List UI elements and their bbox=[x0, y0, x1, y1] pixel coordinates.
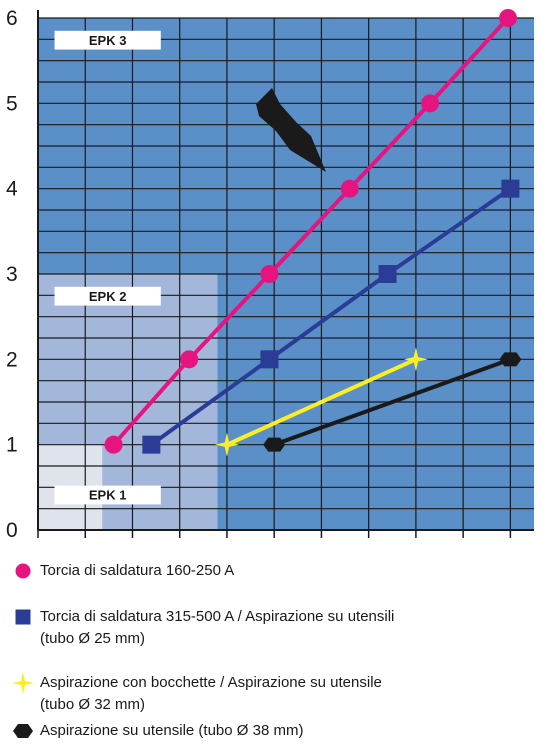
arrow-icon bbox=[256, 88, 326, 172]
data-point bbox=[263, 437, 286, 452]
y-tick-label: 3 bbox=[6, 263, 18, 286]
zone-label-epk-1: EPK 1 bbox=[54, 485, 161, 505]
zone-label-text: EPK 1 bbox=[89, 488, 127, 503]
pink-circle-icon bbox=[12, 560, 34, 582]
y-tick-labels: 0 1 2 3 4 5 6 bbox=[6, 7, 18, 540]
data-point bbox=[499, 352, 522, 367]
yellow-star-icon bbox=[12, 672, 34, 694]
y-tick-label: 4 bbox=[6, 178, 18, 201]
legend-item-series-1: Torcia di saldatura 160-250 A bbox=[12, 560, 532, 582]
series-2 bbox=[142, 179, 520, 454]
zone-labels: EPK 1 EPK 2 EPK 3 bbox=[54, 30, 161, 505]
series-4 bbox=[263, 352, 522, 452]
chart-axes bbox=[37, 10, 534, 538]
data-point bbox=[260, 350, 279, 369]
series-line bbox=[112, 16, 510, 446]
legend-label-series-1: Torcia di saldatura 160-250 A bbox=[40, 562, 235, 579]
data-point bbox=[214, 432, 239, 457]
legend-item-series-3: Aspirazione con bocchette / Aspirazione … bbox=[12, 672, 532, 716]
data-point bbox=[421, 94, 440, 113]
data-point bbox=[340, 179, 359, 198]
legend-label-series-2: Torcia di saldatura 315-500 A / Aspirazi… bbox=[40, 608, 395, 647]
y-tick-label: 0 bbox=[6, 519, 18, 540]
zone-label-text: EPK 3 bbox=[89, 33, 127, 48]
chart: EPK 1 EPK 2 EPK 3 0 1 2 3 4 5 6 bbox=[6, 7, 534, 540]
black-diamond-icon bbox=[12, 720, 34, 742]
series-line bbox=[150, 187, 512, 447]
data-point bbox=[499, 9, 518, 27]
legend-label-series-3: Aspirazione con bocchette / Aspirazione … bbox=[40, 674, 382, 713]
series-line bbox=[226, 357, 417, 447]
y-tick-label: 2 bbox=[6, 348, 18, 371]
legend-label-series-4: Aspirazione su utensile (tubo Ø 38 mm) bbox=[40, 722, 304, 739]
zone-label-epk-2: EPK 2 bbox=[54, 286, 161, 306]
data-point bbox=[180, 350, 199, 369]
y-tick-label: 6 bbox=[6, 7, 18, 30]
data-point bbox=[501, 179, 520, 198]
blue-square-icon bbox=[12, 606, 34, 628]
series-1 bbox=[104, 9, 518, 454]
chart-series bbox=[104, 9, 522, 457]
legend-item-series-4: Aspirazione su utensile (tubo Ø 38 mm) bbox=[12, 720, 532, 742]
data-point bbox=[260, 265, 279, 283]
series-3 bbox=[214, 347, 428, 457]
zone-label-text: EPK 2 bbox=[89, 289, 127, 304]
zone-label-box bbox=[54, 485, 161, 505]
zone-label-box bbox=[54, 286, 161, 306]
data-point bbox=[104, 435, 123, 454]
data-point bbox=[378, 265, 397, 283]
y-tick-label: 1 bbox=[6, 434, 18, 457]
zone-label-epk-3: EPK 3 bbox=[54, 30, 161, 50]
zone-label-box bbox=[54, 30, 161, 50]
legend-item-series-2: Torcia di saldatura 315-500 A / Aspirazi… bbox=[12, 606, 532, 650]
data-point bbox=[403, 347, 428, 372]
series-line bbox=[273, 357, 512, 447]
data-point bbox=[142, 435, 161, 454]
y-tick-label: 5 bbox=[6, 92, 18, 115]
